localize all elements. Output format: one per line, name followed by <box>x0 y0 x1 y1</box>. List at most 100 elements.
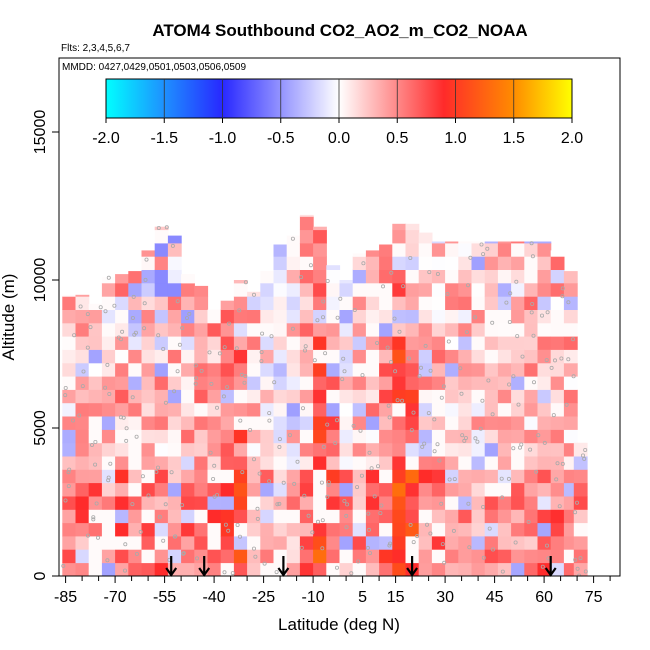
heatmap-cell <box>445 536 459 550</box>
heatmap-cell <box>260 522 275 537</box>
heatmap-cell <box>379 509 393 524</box>
heatmap-cell <box>247 362 261 377</box>
track-point <box>529 241 534 246</box>
colorbar-tick-label: -0.5 <box>267 130 295 147</box>
heatmap-cell <box>75 429 90 444</box>
heatmap-cell <box>326 309 341 324</box>
heatmap-cell <box>550 456 565 470</box>
track-point <box>367 450 372 455</box>
heatmap-cell <box>418 416 433 430</box>
track-point <box>575 500 580 505</box>
heatmap-cell <box>273 416 288 430</box>
track-point <box>180 503 185 508</box>
heatmap-cell <box>445 269 459 284</box>
track-point <box>526 519 531 524</box>
heatmap-cell <box>233 296 248 310</box>
heatmap-cell <box>181 429 195 444</box>
track-point <box>112 303 117 308</box>
heatmap-cell <box>563 296 578 310</box>
heatmap-cell <box>537 522 552 537</box>
heatmap-cell <box>563 429 578 444</box>
heatmap-cell <box>484 442 499 457</box>
heatmap-cell <box>405 469 420 484</box>
heatmap-cell <box>154 482 169 497</box>
heatmap-cell <box>88 362 103 377</box>
heatmap-cell <box>115 283 129 297</box>
track-point <box>573 510 578 515</box>
track-point <box>209 381 214 386</box>
heatmap-cell <box>207 416 222 430</box>
heatmap-cell <box>339 536 354 550</box>
heatmap-cell <box>573 562 588 576</box>
dates-label: MMDD: 0427,0429,0501,0503,0506,0509 <box>62 62 246 73</box>
arrow-head <box>198 567 211 577</box>
heatmap-cell <box>326 283 341 297</box>
heatmap-cell <box>181 376 195 390</box>
heatmap-cell <box>247 562 261 576</box>
heatmap-cell <box>207 549 222 564</box>
x-tick-label: 30 <box>436 589 454 606</box>
track-point <box>240 470 245 475</box>
track-point <box>217 351 222 356</box>
heatmap-cell <box>154 269 169 284</box>
heatmap-cell <box>194 336 209 350</box>
heatmap-cell <box>365 362 380 377</box>
heatmap-cell <box>550 389 565 404</box>
heatmap-cell <box>313 256 327 270</box>
heatmap-cell <box>75 296 90 310</box>
heatmap-cell <box>141 269 156 284</box>
heatmap-cell <box>181 349 195 364</box>
heatmap-cell <box>524 562 539 576</box>
heatmap-cell <box>458 256 473 270</box>
heatmap-cell <box>115 362 129 377</box>
heatmap-cell <box>88 322 103 337</box>
heatmap-cell <box>326 429 341 444</box>
heatmap-cell <box>511 469 525 484</box>
heatmap-cell <box>207 376 222 390</box>
heatmap-cell <box>405 416 420 430</box>
heatmap-cell <box>497 509 512 524</box>
heatmap-cell <box>418 496 433 510</box>
track-point <box>225 385 230 390</box>
heatmap-cell <box>405 309 420 324</box>
heatmap-cell <box>471 536 486 550</box>
track-point <box>106 475 111 480</box>
heatmap-cell <box>431 496 446 510</box>
heatmap-cell <box>62 294 77 297</box>
heatmap-cell <box>563 389 578 404</box>
heatmap-cell <box>458 349 473 364</box>
heatmap-cell <box>458 522 473 537</box>
heatmap-cell <box>365 309 380 324</box>
heatmap-cell <box>128 496 143 510</box>
heatmap-cell <box>352 496 367 510</box>
heatmap-cell <box>115 456 129 470</box>
heatmap-cell <box>141 283 156 297</box>
track-point <box>130 395 135 400</box>
heatmap-cell <box>352 309 367 324</box>
heatmap-cell <box>458 469 473 484</box>
heatmap-cell <box>62 349 77 364</box>
heatmap-cell <box>313 376 327 390</box>
track-point <box>511 446 516 451</box>
heatmap-cell <box>194 469 209 484</box>
heatmap-cell <box>418 536 433 550</box>
track-point <box>77 413 82 418</box>
heatmap-cell <box>299 216 314 231</box>
heatmap-cell <box>484 416 499 430</box>
track-point <box>320 315 325 320</box>
heatmap-cell <box>313 229 327 244</box>
heatmap-cell <box>220 496 235 510</box>
track-point <box>163 502 168 507</box>
flight-track-points <box>61 225 588 576</box>
track-point <box>123 542 128 547</box>
track-point <box>458 366 463 371</box>
track-point <box>508 291 513 296</box>
heatmap-cell <box>233 549 248 564</box>
heatmap-cell <box>167 456 182 470</box>
heatmap-cell <box>128 482 143 497</box>
heatmap-cell <box>537 536 552 550</box>
heatmap-cell <box>550 496 565 510</box>
track-point <box>472 315 477 320</box>
track-point <box>91 517 96 522</box>
x-tick-label: -70 <box>104 589 127 606</box>
